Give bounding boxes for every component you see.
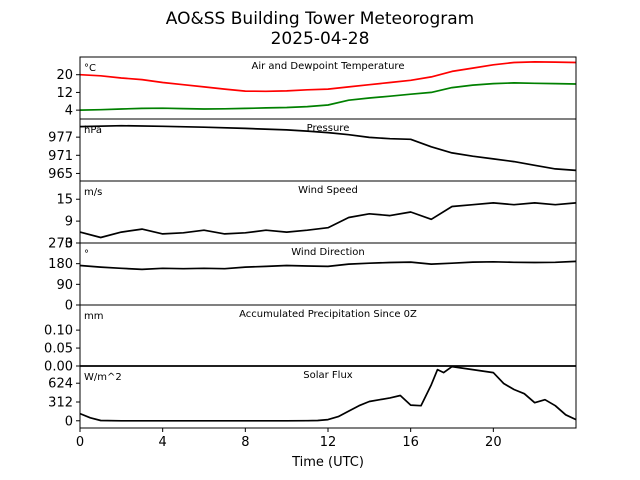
panel-title: Pressure: [307, 123, 350, 134]
panel-3: 3 9 15 m/s Wind Speed: [56, 180, 577, 252]
series-line-1: [79, 61, 577, 93]
panel-unit-label: hPa: [84, 125, 102, 136]
panel-title: Solar Flux: [303, 370, 353, 381]
panel-4: 0 90 180 270 ° Wind Direction: [48, 237, 577, 314]
panel-title: Accumulated Precipitation Since 0Z: [239, 309, 417, 320]
panel-title: Air and Dewpoint Temperature: [252, 61, 405, 72]
panel-unit-label: W/m^2: [84, 372, 122, 383]
y-tick-label: 15: [56, 193, 73, 208]
panel-unit-label: °: [84, 249, 89, 260]
x-tick-label: 4: [159, 435, 167, 450]
panel-unit-label: °C: [84, 63, 96, 74]
x-tick-label: 16: [402, 435, 419, 450]
panel-6: 0 312 624 W/m^2 Solar Flux: [48, 365, 577, 429]
x-tick-label: 12: [320, 435, 337, 450]
x-tick-label: 20: [485, 435, 502, 450]
x-tick-label: 8: [241, 435, 249, 450]
panel-unit-label: m/s: [84, 187, 102, 198]
y-tick-label: 90: [56, 278, 73, 293]
series-line-1: [79, 260, 577, 271]
series-line-1: [79, 365, 577, 422]
y-tick-label: 270: [48, 237, 73, 252]
y-tick-label: 9: [65, 215, 73, 230]
y-tick-label: 20: [56, 68, 73, 83]
panel-title: Wind Direction: [291, 247, 365, 258]
panel-unit-label: mm: [84, 311, 103, 322]
panel-title: Wind Speed: [298, 185, 358, 196]
x-tick-label: 0: [76, 435, 84, 450]
series-line-1: [79, 124, 577, 172]
y-tick-label: 312: [48, 395, 73, 410]
figure-subtitle: 2025-04-28: [271, 29, 370, 49]
panel-2: 965 971 977 hPa Pressure: [48, 118, 577, 182]
y-tick-label: 0: [65, 299, 73, 314]
y-tick-label: 0: [65, 414, 73, 429]
y-tick-label: 12: [56, 86, 73, 101]
panel-1: 4 12 20 °C Air and Dewpoint Temperature: [56, 56, 577, 120]
panel-5: 0.00 0.05 0.10 mm Accumulated Precipitation …: [44, 304, 577, 375]
y-tick-label: 0.05: [44, 342, 73, 357]
y-tick-label: 965: [48, 167, 73, 182]
y-tick-label: 0.00: [44, 360, 73, 375]
y-tick-label: 0.10: [44, 324, 73, 339]
figure-title: AO&SS Building Tower Meteorogram: [166, 9, 474, 29]
y-tick-label: 977: [48, 131, 73, 146]
x-axis-label: Time (UTC): [291, 455, 364, 470]
y-tick-label: 624: [48, 377, 73, 392]
y-tick-label: 180: [48, 257, 73, 272]
y-tick-label: 4: [65, 104, 73, 119]
y-tick-label: 3: [65, 237, 73, 252]
series-line-1: [79, 202, 577, 239]
series-line-2: [79, 82, 577, 111]
y-tick-label: 971: [48, 149, 73, 164]
